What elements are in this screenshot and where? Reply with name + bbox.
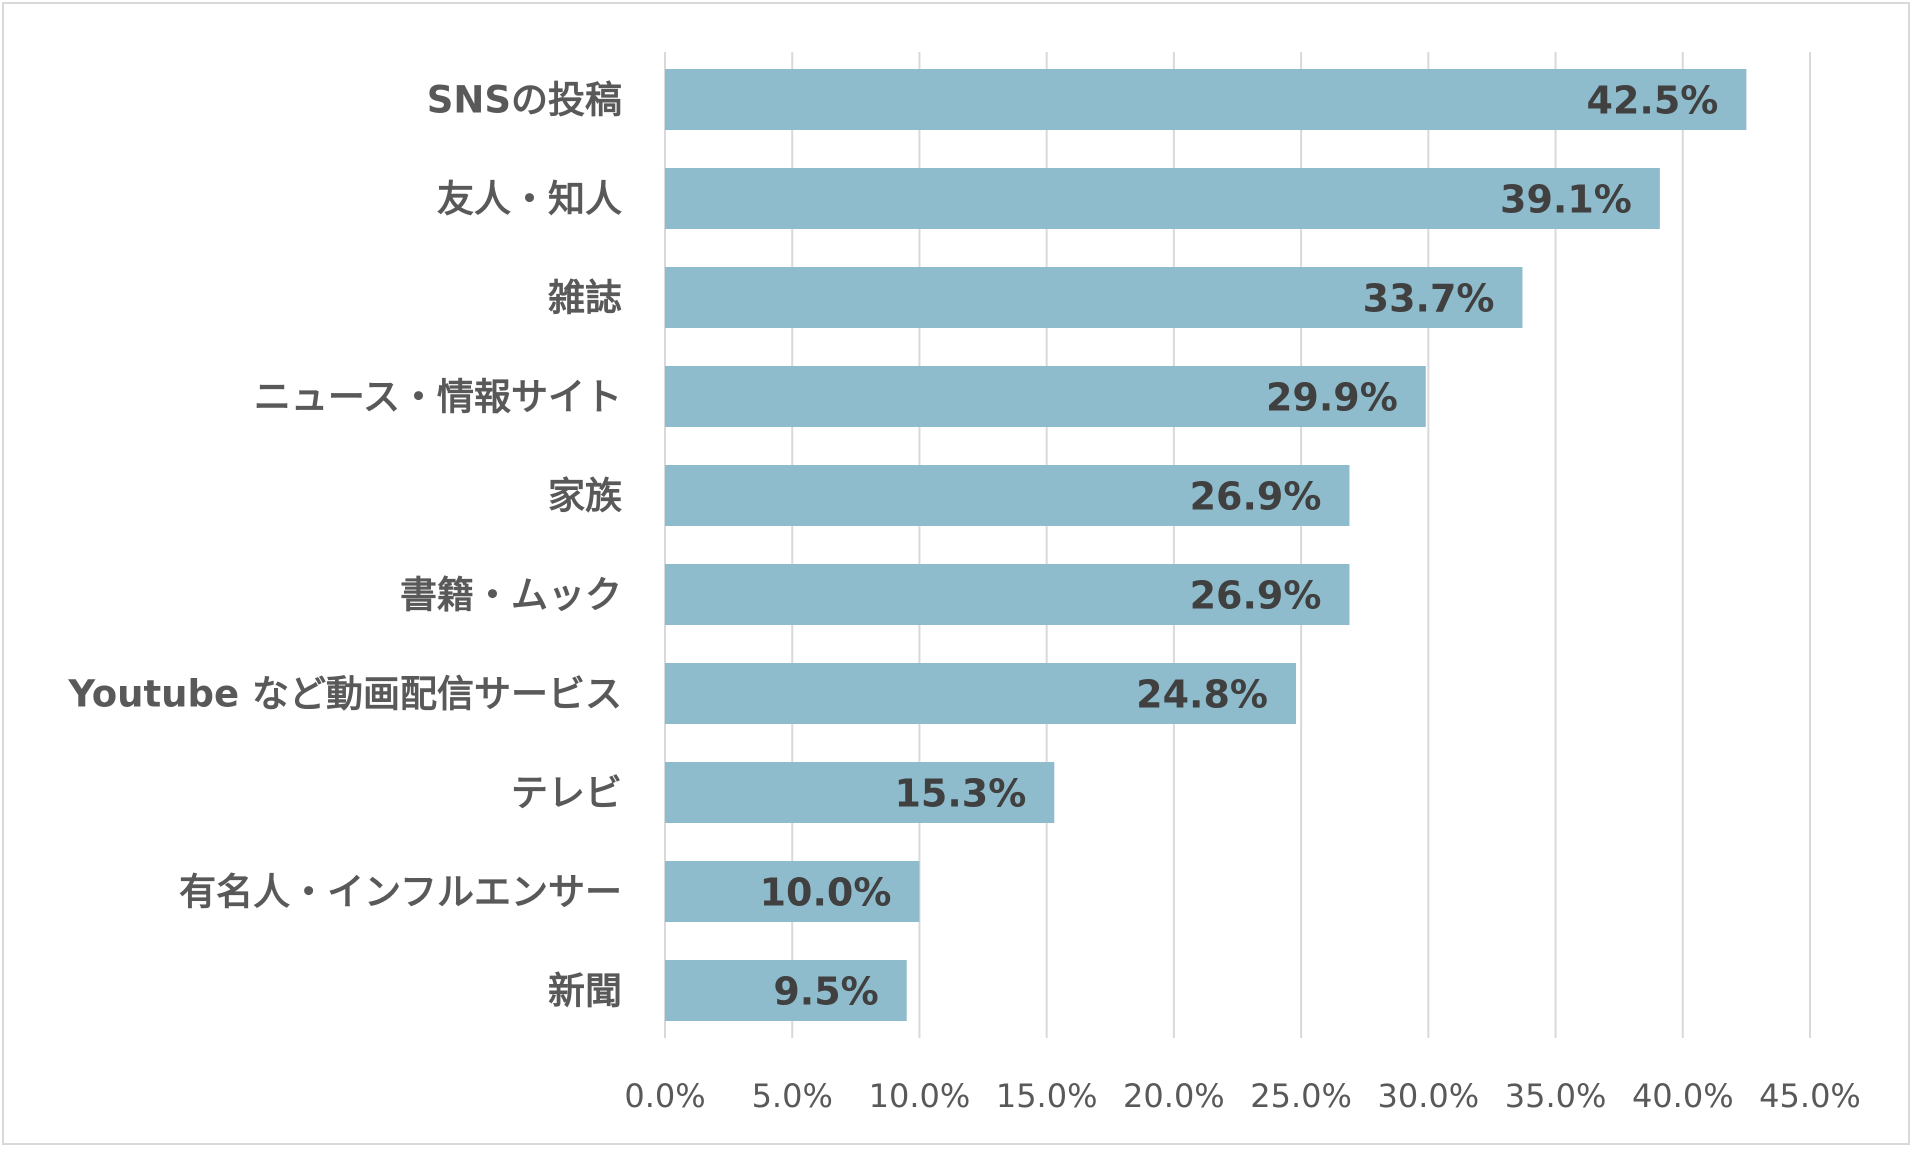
x-tick-label: 40.0% <box>1632 1077 1734 1115</box>
x-tick-label: 15.0% <box>996 1077 1098 1115</box>
category-label: 有名人・インフルエンサー <box>179 871 622 914</box>
bar <box>665 960 907 1021</box>
data-label: 29.9% <box>1266 376 1398 420</box>
value-labels: 42.5% 39.1% 33.7% 29.9% 26.9% 26.9% 24.8% 15.3%… <box>760 79 1719 1014</box>
x-tick-label: 10.0% <box>869 1077 971 1115</box>
data-label: 10.0% <box>760 871 892 915</box>
bar <box>665 366 1426 427</box>
bar <box>665 861 920 922</box>
x-tick-label: 45.0% <box>1759 1077 1861 1115</box>
data-label: 24.8% <box>1136 673 1268 717</box>
category-label: 新聞 <box>548 970 622 1013</box>
bar <box>665 168 1660 229</box>
x-tick-label: 0.0% <box>624 1077 705 1115</box>
category-label: Youtube など動画配信サービス <box>67 673 622 716</box>
x-tick-label: 5.0% <box>752 1077 833 1115</box>
category-label: 書籍・ムック <box>400 574 622 617</box>
data-label: 26.9% <box>1190 475 1322 519</box>
category-label: 雑誌 <box>547 277 622 320</box>
x-tick-label: 35.0% <box>1505 1077 1607 1115</box>
data-label: 42.5% <box>1587 79 1719 123</box>
category-label: テレビ <box>511 772 622 815</box>
bars <box>665 69 1747 1021</box>
category-label: SNSの投稿 <box>427 79 622 122</box>
bar <box>665 69 1747 130</box>
bar <box>665 564 1350 625</box>
data-label: 39.1% <box>1500 178 1632 222</box>
x-tick-label: 20.0% <box>1123 1077 1225 1115</box>
data-label: 9.5% <box>773 970 878 1014</box>
x-tick-label: 25.0% <box>1250 1077 1352 1115</box>
bar <box>665 663 1297 724</box>
x-tick-label: 30.0% <box>1378 1077 1480 1115</box>
bar <box>665 465 1350 526</box>
data-label: 15.3% <box>894 772 1026 816</box>
category-label: 友人・知人 <box>437 178 622 221</box>
bar <box>665 267 1523 328</box>
category-label: ニュース・情報サイト <box>254 376 622 419</box>
x-axis-tick-labels: 0.0% 5.0% 10.0% 15.0% 20.0% 25.0% 30.0% 35.0% 40… <box>624 1077 1860 1115</box>
bar <box>665 762 1055 823</box>
data-label: 33.7% <box>1363 277 1495 321</box>
category-label: 家族 <box>548 475 622 518</box>
data-label: 26.9% <box>1190 574 1322 618</box>
